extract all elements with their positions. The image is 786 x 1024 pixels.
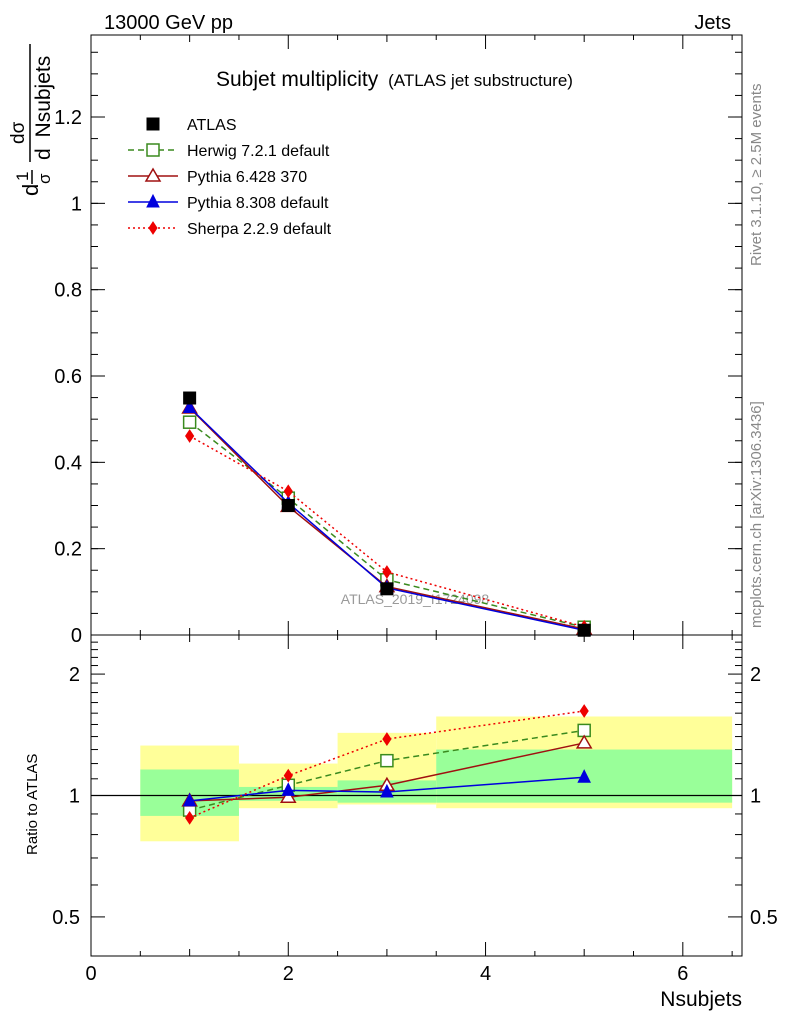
- y-tick-label: 0.6: [54, 366, 82, 388]
- main-axis-ticks: [90, 35, 742, 635]
- ylabel-denominator: d Nsubjets: [32, 56, 55, 160]
- ratio-tick-label: 0.5: [52, 907, 80, 929]
- series-line: [189, 421, 585, 628]
- x-tick-label: 2: [283, 963, 294, 985]
- chart-title-main: Subjet multiplicity: [216, 68, 379, 91]
- process-label: Jets: [694, 12, 731, 34]
- ratio-series-marker: [382, 732, 392, 746]
- atlas-data-point: [577, 623, 591, 637]
- legend: ATLAS Herwig 7.2.1 default Pythia 6.428 37…: [128, 117, 332, 238]
- ratio-tick-label-right: 2: [750, 664, 761, 686]
- x-tick-label: 6: [677, 963, 688, 985]
- y-tick-label-zero: 0: [71, 625, 82, 647]
- legend-marker: [146, 143, 160, 157]
- ratio-series-line: [189, 729, 585, 811]
- mcplots-label: mcplots.cern.ch [arXiv:1306.3436]: [748, 401, 765, 628]
- ylabel-d1: d: [18, 184, 43, 196]
- legend-label: Sherpa 2.2.9 default: [187, 221, 332, 238]
- x-axis-label: Nsubjets: [660, 988, 742, 1011]
- x-tick-labels: 0 2 4 6: [85, 963, 688, 985]
- ylabel-dsigma: dσ: [8, 121, 29, 144]
- ratio-series-marker: [380, 753, 394, 768]
- ratio-series-marker: [279, 788, 297, 804]
- ratio-series-marker: [281, 782, 296, 796]
- ratio-tick-label: 2: [69, 664, 80, 686]
- main-panel: 0.2 0.4 0.6 0.8 1 1.2 0 Subjet multiplicity (…: [8, 34, 743, 647]
- rivet-label: Rivet 3.1.10, ≥ 2.5M events: [748, 84, 765, 267]
- legend-marker: [148, 221, 158, 235]
- atlas-data-point: [281, 499, 295, 513]
- legend-marker: [146, 117, 160, 131]
- ratio-series-marker: [380, 783, 394, 798]
- y-tick-label: 0.4: [54, 452, 82, 474]
- ratio-series-marker: [579, 704, 589, 718]
- main-data-points: [183, 391, 591, 637]
- ylabel-sigma: σ: [35, 173, 54, 184]
- legend-marker: [144, 167, 162, 182]
- ratio-tick-label: 1: [69, 786, 80, 808]
- series-line: [189, 435, 585, 628]
- y-tick-label: 1.2: [54, 107, 82, 129]
- ratio-series-line: [189, 776, 585, 802]
- ratio-series-marker: [182, 792, 197, 807]
- series-marker: [182, 415, 197, 429]
- ratio-tick-label-right: 1: [750, 786, 761, 808]
- ratio-series-group: [181, 704, 593, 825]
- series-marker: [182, 399, 197, 414]
- series-line: [189, 406, 585, 631]
- main-y-tick-labels: 0.2 0.4 0.6 0.8 1 1.2: [54, 107, 82, 561]
- ylabel-d2: d: [32, 148, 55, 160]
- main-y-axis-label: d 1 σ dσ d Nsubjets: [8, 44, 55, 196]
- ratio-axis-ticks: [90, 635, 742, 956]
- ratio-series-marker: [283, 768, 293, 783]
- ylabel-one: 1: [13, 172, 32, 181]
- legend-label: Pythia 8.308 default: [187, 195, 329, 212]
- y-tick-label: 0.8: [54, 280, 82, 302]
- legend-label: Herwig 7.2.1 default: [187, 143, 330, 160]
- series-marker: [382, 565, 392, 579]
- legend-label: Pythia 6.428 370: [187, 169, 307, 186]
- analysis-watermark: ATLAS_2019_I1724098: [341, 591, 490, 607]
- series-marker: [283, 484, 293, 499]
- ratio-series-marker: [185, 810, 195, 825]
- y-tick-label: 0.2: [54, 539, 82, 561]
- ratio-y-axis-label: Ratio to ATLAS: [24, 754, 41, 855]
- ratio-y-tick-labels: 0.5 0.5 1 1 2 2: [52, 664, 778, 929]
- legend-marker: [146, 193, 160, 208]
- chart-title: Subjet multiplicity (ATLAS jet substruct…: [216, 68, 573, 91]
- x-tick-label: 4: [480, 963, 491, 985]
- ratio-tick-label-right: 0.5: [750, 907, 778, 929]
- legend-label: ATLAS: [187, 117, 237, 134]
- ratio-series-marker: [577, 769, 591, 783]
- ylabel-var: Nsubjets: [32, 56, 55, 138]
- ratio-panel: 0.5 0.5 1 1 2 2 Ratio to ATLAS 0 2 4 6 Nsubjets: [24, 634, 778, 1011]
- series-line: [189, 407, 585, 630]
- chart-subtitle: (ATLAS jet substructure): [388, 71, 573, 90]
- x-tick-label: 0: [85, 963, 96, 985]
- atlas-data-point: [183, 391, 197, 405]
- series-marker: [185, 429, 195, 443]
- energy-label: 13000 GeV pp: [104, 12, 233, 34]
- y-tick-label: 1: [71, 193, 82, 215]
- atlas-data-point: [380, 582, 394, 596]
- ratio-series-marker: [575, 734, 593, 749]
